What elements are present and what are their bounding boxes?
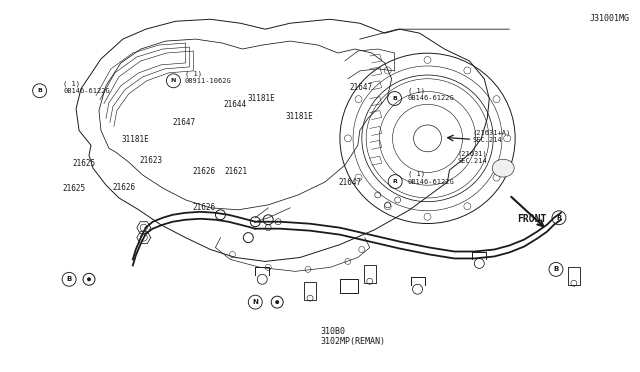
- Bar: [364, 265, 376, 283]
- Text: 21626: 21626: [193, 167, 216, 176]
- Text: 0B146-6122G: 0B146-6122G: [408, 179, 454, 185]
- Text: 21647: 21647: [339, 178, 362, 187]
- Text: (21631+A): (21631+A): [473, 129, 511, 136]
- Text: 21647: 21647: [349, 83, 372, 92]
- Text: 0B146-6122G: 0B146-6122G: [408, 96, 454, 102]
- Text: SEC.214: SEC.214: [473, 137, 502, 143]
- Text: 21625: 21625: [62, 185, 86, 193]
- Text: 21644: 21644: [224, 100, 247, 109]
- Text: 08911-1062G: 08911-1062G: [185, 78, 232, 84]
- Text: SEC.214: SEC.214: [457, 158, 487, 164]
- Text: 21626: 21626: [112, 183, 135, 192]
- Text: R: R: [556, 215, 562, 221]
- Text: 21625: 21625: [72, 159, 96, 169]
- Text: 0B146-6122G: 0B146-6122G: [63, 88, 110, 94]
- Text: B: B: [392, 96, 397, 101]
- Circle shape: [275, 300, 279, 304]
- Text: 21623: 21623: [140, 156, 163, 166]
- Text: 31181E: 31181E: [248, 94, 275, 103]
- Text: 310B0: 310B0: [320, 327, 345, 336]
- Circle shape: [87, 277, 91, 281]
- Bar: [568, 267, 580, 285]
- Text: ( 1): ( 1): [63, 80, 80, 87]
- Text: 31181E: 31181E: [122, 135, 149, 144]
- Text: N: N: [171, 78, 176, 83]
- Text: N: N: [252, 299, 258, 305]
- Text: 3102MP(REMAN): 3102MP(REMAN): [320, 337, 385, 346]
- Bar: [304, 282, 316, 300]
- Text: ( 1): ( 1): [185, 70, 202, 77]
- Text: 21626: 21626: [193, 203, 216, 212]
- Text: ( 1): ( 1): [408, 88, 425, 94]
- Text: J31001MG: J31001MG: [589, 13, 629, 22]
- Text: 31181E: 31181E: [286, 112, 314, 121]
- Text: 21647: 21647: [173, 118, 196, 126]
- Bar: [340, 279, 358, 293]
- Text: B: B: [554, 266, 559, 272]
- Text: 21621: 21621: [225, 167, 248, 176]
- Ellipse shape: [492, 159, 514, 177]
- Text: B: B: [37, 88, 42, 93]
- Text: R: R: [393, 179, 397, 184]
- Text: FRONT: FRONT: [518, 214, 547, 224]
- Text: (21631): (21631): [457, 151, 487, 157]
- Text: ( 1): ( 1): [408, 171, 425, 177]
- Text: B: B: [67, 276, 72, 282]
